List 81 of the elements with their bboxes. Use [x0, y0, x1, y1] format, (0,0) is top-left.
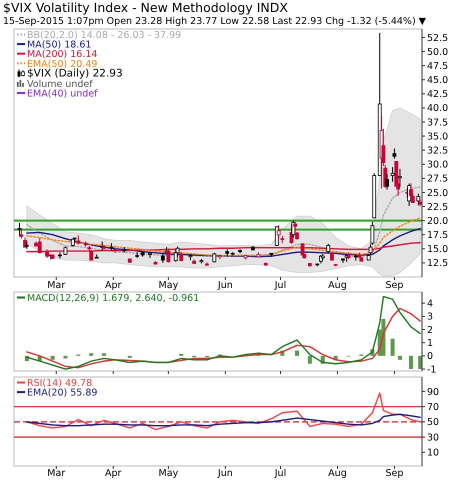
bar: [102, 353, 106, 356]
x-tick-label: Jul: [274, 468, 286, 479]
x-tick-label: Sep: [385, 468, 404, 479]
candlestick: [212, 252, 216, 263]
candlestick: [300, 243, 304, 256]
legend-label: RSI(14) 49.78: [27, 378, 92, 389]
annotation: Volume undef: [27, 78, 94, 90]
x-tick-label: Mar: [47, 468, 66, 479]
x-tick-label: Aug: [328, 280, 347, 291]
y-tick-label: 50.0: [427, 46, 448, 58]
y-tick-label: 42.5: [427, 89, 448, 100]
y-tick-label: 4: [427, 298, 434, 310]
bar: [308, 356, 312, 364]
candlestick: [19, 227, 24, 240]
candlestick: [326, 243, 330, 254]
y-tick-label: 2: [427, 324, 434, 336]
legend-label: EMA(20) 55.89: [27, 388, 98, 399]
legend-label: $VIX (Daily) 22.93: [27, 67, 123, 80]
x-tick-label: Jun: [216, 280, 233, 291]
bar: [295, 350, 300, 356]
y-tick-label: 90: [427, 386, 440, 398]
x-tick-label: Sep: [385, 280, 404, 291]
y-tick-label: 1: [427, 338, 434, 350]
candlestick: [392, 148, 396, 160]
bar: [408, 356, 413, 370]
y-tick-label: 30.0: [427, 160, 448, 171]
x-tick-label: Apr: [105, 468, 122, 479]
candlestick: [89, 249, 94, 261]
candlestick: [18, 222, 22, 237]
chart-subtitle: 15-Sep-2015 1:07pm Open 23.28 High 23.77 Low 22.58 Last 22.93 Chg -1.32 (-5.44%) ▼: [3, 16, 427, 27]
legend-label: EMA(50) 20.49: [27, 58, 98, 70]
y-tick-label: -1: [427, 364, 436, 376]
bar: [398, 356, 402, 360]
bar: [63, 356, 68, 358]
legend-label: MA(50) 18.61: [27, 40, 92, 51]
y-tick-label: 10: [427, 448, 440, 459]
candlestick: [390, 166, 394, 182]
candlestick: [166, 248, 170, 263]
y-tick-label: 37.5: [427, 117, 448, 128]
y-tick-label: 30: [427, 432, 440, 444]
legend-label: MA(200) 16.14: [27, 49, 98, 60]
legend-label: BB(20,2.0) 14.08 - 26.03 - 37.99: [27, 30, 182, 41]
candlestick: [160, 252, 165, 264]
x-tick-label: Apr: [105, 280, 122, 291]
y-tick-label: 35.0: [427, 131, 448, 142]
y-tick-label: 3: [427, 312, 434, 323]
y-tick-label: 32.5: [427, 146, 448, 157]
y-tick-label: 20.0: [427, 216, 448, 227]
x-tick-label: May: [158, 280, 179, 291]
bar: [89, 353, 94, 356]
bar: [50, 356, 55, 360]
line-series: [26, 308, 421, 368]
candlestick: [385, 173, 389, 190]
y-tick-label: 27.5: [427, 174, 448, 185]
x-tick-label: May: [158, 468, 179, 479]
y-tick-label: 12.5: [427, 258, 448, 270]
candlestick: [76, 234, 80, 245]
bar: [418, 356, 422, 370]
legend-label: MACD(12,26,9) 1.679, 2.640, -0.961: [27, 293, 200, 304]
y-tick-label: 22.5: [427, 202, 448, 213]
candlestick: [38, 238, 42, 254]
x-tick-label: Mar: [47, 280, 66, 291]
y-tick-label: 0: [427, 351, 434, 362]
y-tick-label: 15.0: [427, 244, 448, 256]
y-tick-label: 70: [427, 402, 440, 413]
y-tick-label: 40.0: [427, 103, 448, 114]
y-tick-label: 17.5: [427, 230, 448, 242]
x-tick-label: Jun: [216, 468, 233, 479]
y-tick-label: 25.0: [427, 188, 448, 199]
line-series: [26, 414, 421, 426]
line-series: [26, 296, 421, 370]
y-tick-label: 47.5: [427, 60, 448, 72]
chart-title: $VIX Volatility Index - New Methodology INDX: [3, 0, 288, 15]
y-tick-label: 52.5: [427, 32, 448, 44]
bar: [390, 338, 395, 356]
line-series: [26, 242, 421, 252]
y-tick-label: 50: [427, 417, 440, 428]
y-tick-label: 45.0: [427, 75, 448, 86]
annotation: EMA(40) undef: [27, 88, 98, 100]
x-tick-label: Aug: [328, 468, 347, 479]
x-tick-label: Jul: [274, 280, 286, 291]
